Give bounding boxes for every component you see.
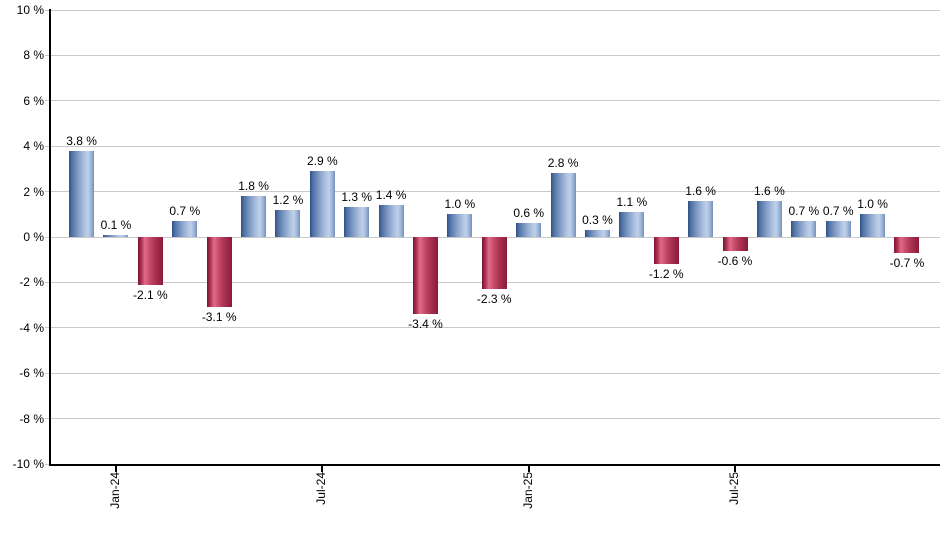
bar-value-label: -2.3 % [476,292,512,307]
x-axis-tick-mark [527,466,530,472]
bar [653,237,679,265]
bar [309,171,335,237]
bar [825,221,851,237]
bar-value-label: -2.1 % [133,287,168,302]
bar-value-label: -3.4 % [408,317,443,332]
gridline [45,100,940,102]
bar [172,221,198,237]
bar-value-label: 1.8 % [238,179,269,194]
bar [860,214,886,237]
bar-value-label: 0.7 % [169,204,201,219]
bar [103,234,129,237]
bar [447,214,473,237]
bar-value-label: 0.7 % [822,204,854,219]
y-axis-tick-label: 0 % [23,230,44,244]
bar [894,237,920,253]
y-axis-tick-label: 10 % [16,3,44,17]
y-axis-tick-label: 2 % [23,184,44,199]
bar-value-label: -1.2 % [648,267,684,282]
bar-value-label: 2.9 % [306,154,338,169]
gridline [45,418,940,420]
bar-value-label: 1.0 % [444,197,476,212]
bar [206,237,232,308]
gridline [45,327,940,329]
x-axis-tick-label: Jul-24 [314,472,329,505]
bar [275,209,301,237]
bar [791,221,817,237]
x-axis-tick-mark [734,466,736,472]
y-axis-tick-label: -4 % [19,320,44,335]
bar [516,223,542,237]
x-axis-tick-mark [321,466,324,472]
x-axis-tick-label: Jan-24 [107,472,122,509]
bar-value-label: 1.0 % [857,197,888,212]
y-axis-tick-label: -6 % [19,366,44,381]
bar-value-label: 1.3 % [341,190,373,205]
gridline [45,54,940,56]
bar [241,196,267,237]
bar-value-label: -3.1 % [201,310,237,325]
bar [550,173,576,237]
bar [413,237,438,315]
bar-value-label: 3.8 % [66,133,97,148]
bar [137,237,163,285]
bar [69,150,95,237]
y-axis-tick-label: 6 % [23,93,44,108]
bar-value-label: 1.2 % [272,192,304,207]
y-axis-tick-label: -2 % [19,275,44,290]
y-axis-tick-label: 8 % [23,48,44,63]
bar [619,212,645,237]
bar-value-label: 2.8 % [547,156,579,171]
x-axis-line [49,464,940,466]
bar-value-label: 1.6 % [754,183,785,198]
bar-value-label: 0.7 % [788,204,820,219]
gridline [45,9,940,11]
y-axis-tick-label: -10 % [12,457,44,471]
gridline [45,372,940,374]
bar [688,200,714,237]
y-axis-line [49,9,51,466]
x-axis-tick-label: Jul-25 [727,472,741,505]
gridline [45,145,940,147]
y-axis-tick-label: 4 % [23,139,44,154]
x-axis-tick-mark [114,466,117,472]
bar-value-label: 0.3 % [582,213,613,228]
bar [344,207,370,237]
x-axis-tick-label: Jan-25 [520,472,535,509]
bar-value-label: 1.1 % [616,195,648,210]
bar-value-label: 0.6 % [513,206,544,221]
bar-value-label: -0.7 % [889,255,925,270]
bar [722,237,748,251]
bar [584,230,610,237]
gridline [45,191,940,193]
bar [756,200,782,237]
bar-value-label: 1.6 % [685,183,716,198]
bar [378,205,404,237]
bar [481,237,507,290]
bar-value-label: -0.6 % [717,253,753,268]
y-axis-tick-label: -8 % [19,411,44,426]
bar-value-label: 1.4 % [375,188,407,203]
bar-value-label: 0.1 % [100,217,132,232]
